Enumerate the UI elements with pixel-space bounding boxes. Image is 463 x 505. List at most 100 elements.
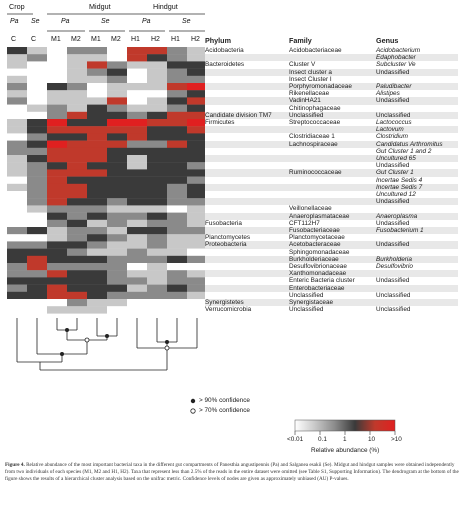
heatmap-cell: [127, 54, 147, 61]
table-row: Veillonellaceae: [205, 205, 458, 212]
genus-cell: Undassified: [376, 198, 409, 205]
heatmap-cell: [87, 205, 107, 212]
table-row: Fusobacteria CFT112H7 Undassified: [205, 220, 458, 227]
family-cell: Enteric Bacteria cluster: [289, 277, 355, 284]
heatmap-cell: [107, 263, 127, 270]
heatmap-cell: [127, 241, 147, 248]
heatmap-cell: [107, 184, 127, 191]
heatmap-cell: [107, 83, 127, 90]
color-scale-title: Relative abundance (%): [311, 448, 379, 454]
genus-cell: Edaphobacter: [376, 54, 416, 61]
heatmap-cell: [7, 177, 27, 184]
heatmap-cell: [87, 90, 107, 97]
heatmap-cell: [87, 299, 107, 306]
heatmap-cell: [127, 148, 147, 155]
heatmap-cell: [147, 133, 167, 140]
heatmap-cell: [167, 263, 187, 270]
heatmap-cell: [147, 54, 167, 61]
table-row: Xanthomonadaceae: [205, 270, 458, 277]
heatmap-cell: [107, 249, 127, 256]
heatmap-cell: [167, 119, 187, 126]
heatmap-cell: [7, 155, 27, 162]
heatmap-cell: [187, 155, 205, 162]
heatmap-cell: [7, 47, 27, 54]
phylum-cell: Proteobacteria: [205, 241, 247, 248]
family-cell: Ruminococcaceae: [289, 169, 342, 176]
family-cell: Xanthomonadaceae: [289, 270, 346, 277]
heatmap-cell: [27, 61, 47, 68]
family-cell: Lachnospiraceae: [289, 141, 338, 148]
heatmap-cell: [27, 69, 47, 76]
species-pa-hindgut: Pa: [142, 18, 151, 25]
heatmap-cell: [67, 306, 87, 313]
heatmap-cell: [167, 155, 187, 162]
family-cell: VadinHA21: [289, 97, 321, 104]
table-row: Undassified: [205, 162, 458, 169]
heatmap-cell: [87, 148, 107, 155]
heatmap-cell: [107, 119, 127, 126]
heatmap-cell: [167, 76, 187, 83]
heatmap-cell: [47, 133, 67, 140]
family-cell: Unclassified: [289, 306, 323, 313]
heatmap-cell: [147, 299, 167, 306]
heatmap-cell: [27, 169, 47, 176]
heatmap-cell: [127, 141, 147, 148]
heatmap-cell: [7, 148, 27, 155]
heatmap-cell: [7, 198, 27, 205]
heatmap-cell: [67, 105, 87, 112]
heatmap-cell: [167, 241, 187, 248]
heatmap-cell: [87, 76, 107, 83]
table-row: Burkholderiaceae Burkholderia: [205, 256, 458, 263]
heatmap-cell: [7, 263, 27, 270]
heatmap-cell: [107, 61, 127, 68]
heatmap-cell: [67, 205, 87, 212]
heatmap-cell: [167, 105, 187, 112]
heatmap-cell: [147, 119, 167, 126]
family-cell: Sphingomonadaceae: [289, 249, 349, 256]
heatmap-cell: [167, 97, 187, 104]
heatmap-cell: [167, 126, 187, 133]
heatmap-cell: [27, 97, 47, 104]
heatmap-cell: [147, 191, 167, 198]
heatmap-cell: [187, 306, 205, 313]
phylum-cell: Verrucomicrobia: [205, 306, 251, 313]
heatmap-cell: [7, 54, 27, 61]
heatmap-cell: [127, 270, 147, 277]
heatmap-cell: [127, 76, 147, 83]
heatmap-cell: [47, 249, 67, 256]
heatmap-cell: [147, 76, 167, 83]
heatmap-cell: [27, 54, 47, 61]
heatmap-cell: [87, 133, 107, 140]
genus-cell: Subcluster Ve: [376, 61, 416, 68]
heatmap-cell: [107, 97, 127, 104]
heatmap-cell: [107, 234, 127, 241]
heatmap-cell: [107, 69, 127, 76]
heatmap-cell: [107, 198, 127, 205]
column-label: M2: [71, 36, 81, 43]
heatmap-cell: [167, 61, 187, 68]
family-header: Family: [289, 37, 312, 44]
heatmap-cell: [47, 177, 67, 184]
heatmap-cell: [187, 292, 205, 299]
heatmap-cell: [27, 270, 47, 277]
heatmap-cell: [47, 299, 67, 306]
family-cell: Clostridiaceae 1: [289, 133, 335, 140]
heatmap-cell: [107, 105, 127, 112]
heatmap-cell: [47, 83, 67, 90]
heatmap-cell: [147, 263, 167, 270]
heatmap-cell: [167, 141, 187, 148]
heatmap-cell: [27, 177, 47, 184]
heatmap-cell: [187, 205, 205, 212]
heatmap-cell: [47, 69, 67, 76]
family-cell: Anaeroplasmataceae: [289, 213, 349, 220]
heatmap-cell: [187, 277, 205, 284]
table-row: Incertae Sedis 7: [205, 184, 458, 191]
heatmap-cell: [127, 133, 147, 140]
heatmap-cell: [67, 177, 87, 184]
heatmap-cell: [47, 227, 67, 234]
node-open: [85, 338, 89, 342]
caption-label: Figure 4.: [5, 462, 25, 468]
heatmap-cell: [27, 119, 47, 126]
heatmap-cell: [147, 306, 167, 313]
heatmap-cell: [167, 205, 187, 212]
